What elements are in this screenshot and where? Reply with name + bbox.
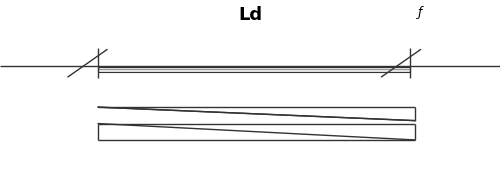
Text: ƒ: ƒ bbox=[418, 6, 422, 19]
Bar bbox=[98, 67, 410, 72]
Text: Ld: Ld bbox=[238, 6, 262, 24]
Bar bbox=[0, 66, 500, 78]
